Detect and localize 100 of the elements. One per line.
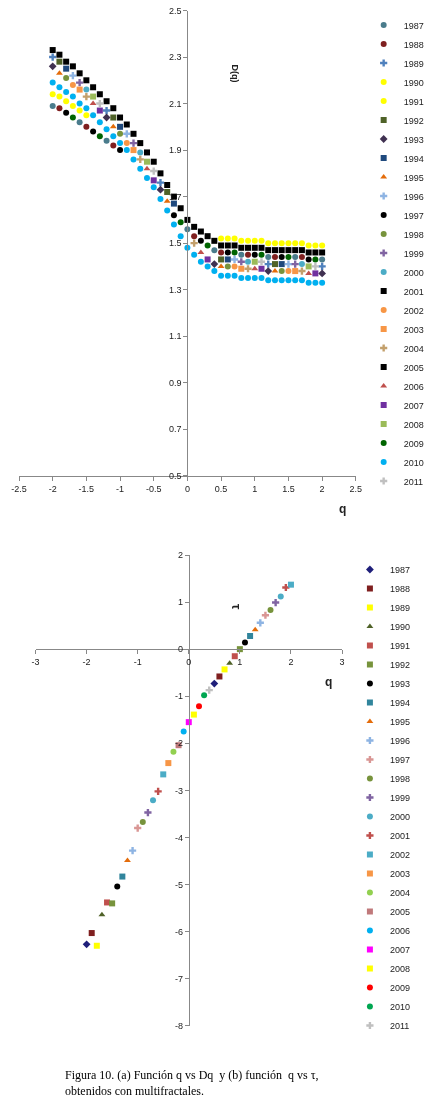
point — [218, 242, 225, 249]
x-tick-label: -1 — [133, 656, 142, 667]
point — [76, 107, 83, 114]
point — [224, 272, 231, 279]
point — [117, 140, 124, 147]
point — [311, 262, 319, 271]
point — [103, 126, 110, 133]
point — [63, 58, 70, 65]
point — [204, 233, 211, 240]
point — [137, 149, 144, 156]
point — [170, 212, 177, 219]
point — [218, 272, 225, 279]
point — [56, 51, 63, 58]
legend-label: 2010 — [389, 1002, 410, 1013]
legend-label: 1993 — [389, 679, 410, 690]
point — [48, 62, 57, 71]
point — [177, 205, 184, 212]
y-tick-label: -4 — [174, 832, 183, 843]
x-tick-label: -2 — [48, 483, 57, 494]
point — [238, 265, 245, 272]
point — [63, 74, 70, 81]
point — [231, 263, 238, 270]
point — [319, 256, 326, 263]
point — [130, 147, 137, 154]
point — [245, 258, 252, 265]
legend-label: 1993 — [403, 134, 424, 145]
point — [231, 272, 238, 279]
point — [224, 256, 231, 263]
point — [264, 267, 273, 275]
point — [211, 268, 218, 275]
point — [265, 254, 272, 261]
point — [298, 267, 306, 275]
point — [63, 65, 70, 72]
point — [298, 240, 305, 247]
legend-label: 1992 — [389, 660, 410, 671]
y-tick-label: -2 — [174, 738, 183, 749]
point — [218, 249, 225, 256]
point — [292, 277, 299, 284]
point — [76, 119, 83, 126]
point — [96, 133, 103, 140]
point — [96, 107, 103, 114]
point — [76, 86, 83, 93]
point — [109, 900, 116, 907]
y-tick-label: 2.3 — [169, 52, 182, 63]
x-tick-label: -1.5 — [78, 483, 95, 494]
point — [231, 235, 238, 242]
legend-label: 2002 — [403, 305, 424, 316]
point — [134, 824, 142, 832]
point — [143, 149, 150, 156]
y-tick-label: -8 — [174, 1020, 183, 1031]
point — [96, 119, 103, 126]
point — [110, 133, 117, 140]
point — [196, 703, 202, 710]
legend-label: 2003 — [389, 869, 410, 880]
point — [271, 247, 278, 254]
point — [56, 84, 63, 91]
legend-label: 2005 — [389, 907, 410, 918]
point — [63, 98, 70, 105]
point — [56, 58, 63, 65]
y-tick-label: 0 — [177, 644, 183, 655]
point — [278, 268, 285, 275]
point — [90, 84, 97, 91]
point — [278, 247, 285, 254]
point — [231, 653, 238, 660]
point — [251, 258, 258, 265]
point — [164, 188, 171, 195]
point — [285, 240, 292, 247]
point — [256, 619, 264, 627]
point — [177, 233, 184, 240]
point — [76, 79, 84, 87]
point — [69, 93, 76, 100]
point — [287, 581, 294, 588]
point — [82, 940, 91, 949]
legend-label: 1996 — [389, 736, 410, 747]
point — [156, 185, 165, 194]
point — [157, 195, 164, 202]
point — [224, 242, 231, 249]
point — [312, 279, 319, 286]
x-tick-label: 1.5 — [282, 483, 295, 494]
point — [123, 121, 130, 128]
point — [117, 130, 124, 137]
y-axis-title: τ — [228, 603, 243, 610]
y-tick-label: 0.5 — [169, 470, 182, 481]
point — [137, 165, 144, 172]
legend-label: 1990 — [403, 77, 424, 88]
point — [177, 219, 184, 226]
y-tick-label: 2.5 — [169, 5, 182, 16]
point — [224, 249, 231, 256]
point — [318, 269, 327, 278]
point — [117, 147, 124, 154]
y-tick-label: 1.3 — [169, 284, 182, 295]
point — [312, 249, 319, 256]
point — [165, 760, 172, 767]
y-tick-label: 0.9 — [169, 377, 182, 388]
point — [129, 139, 138, 147]
point — [265, 277, 272, 284]
point — [114, 883, 121, 890]
x-axis-title: q — [339, 502, 347, 516]
point — [298, 261, 305, 268]
legend-label: 1989 — [389, 603, 410, 614]
